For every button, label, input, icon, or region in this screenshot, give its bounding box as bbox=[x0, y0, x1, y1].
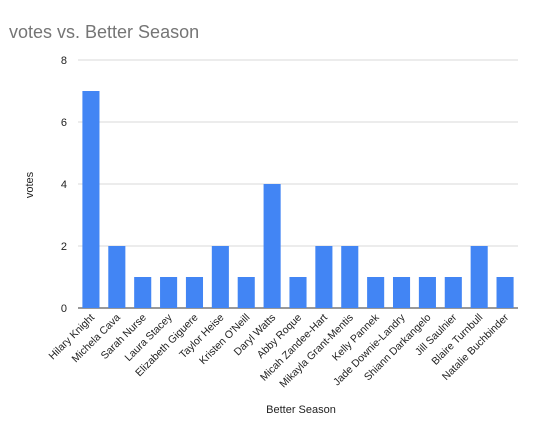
bar bbox=[160, 277, 178, 308]
bar bbox=[108, 246, 126, 308]
bars bbox=[82, 91, 514, 308]
y-tick-label: 4 bbox=[61, 179, 67, 191]
bar bbox=[315, 246, 333, 308]
y-tick-label: 8 bbox=[61, 55, 67, 67]
bar bbox=[367, 277, 385, 308]
bar bbox=[185, 277, 204, 308]
bar bbox=[392, 277, 411, 308]
gridlines bbox=[78, 59, 518, 309]
bar bbox=[496, 277, 514, 308]
y-tick-label: 2 bbox=[61, 241, 67, 253]
y-axis-title: votes bbox=[24, 171, 36, 198]
bar bbox=[418, 277, 436, 308]
chart-title: votes vs. Better Season bbox=[9, 22, 199, 42]
bar bbox=[237, 277, 255, 308]
bar bbox=[444, 277, 462, 308]
bar bbox=[470, 246, 488, 308]
bar bbox=[134, 277, 152, 308]
bar bbox=[289, 277, 307, 308]
y-tick-label: 0 bbox=[61, 303, 67, 315]
bar bbox=[211, 246, 229, 308]
bar bbox=[263, 184, 281, 308]
bar bbox=[82, 91, 100, 308]
x-axis-title: Better Season bbox=[266, 404, 336, 416]
bar bbox=[341, 246, 359, 308]
y-tick-label: 6 bbox=[61, 117, 67, 129]
y-axis-ticks: 0 2 4 6 8 bbox=[61, 55, 67, 315]
